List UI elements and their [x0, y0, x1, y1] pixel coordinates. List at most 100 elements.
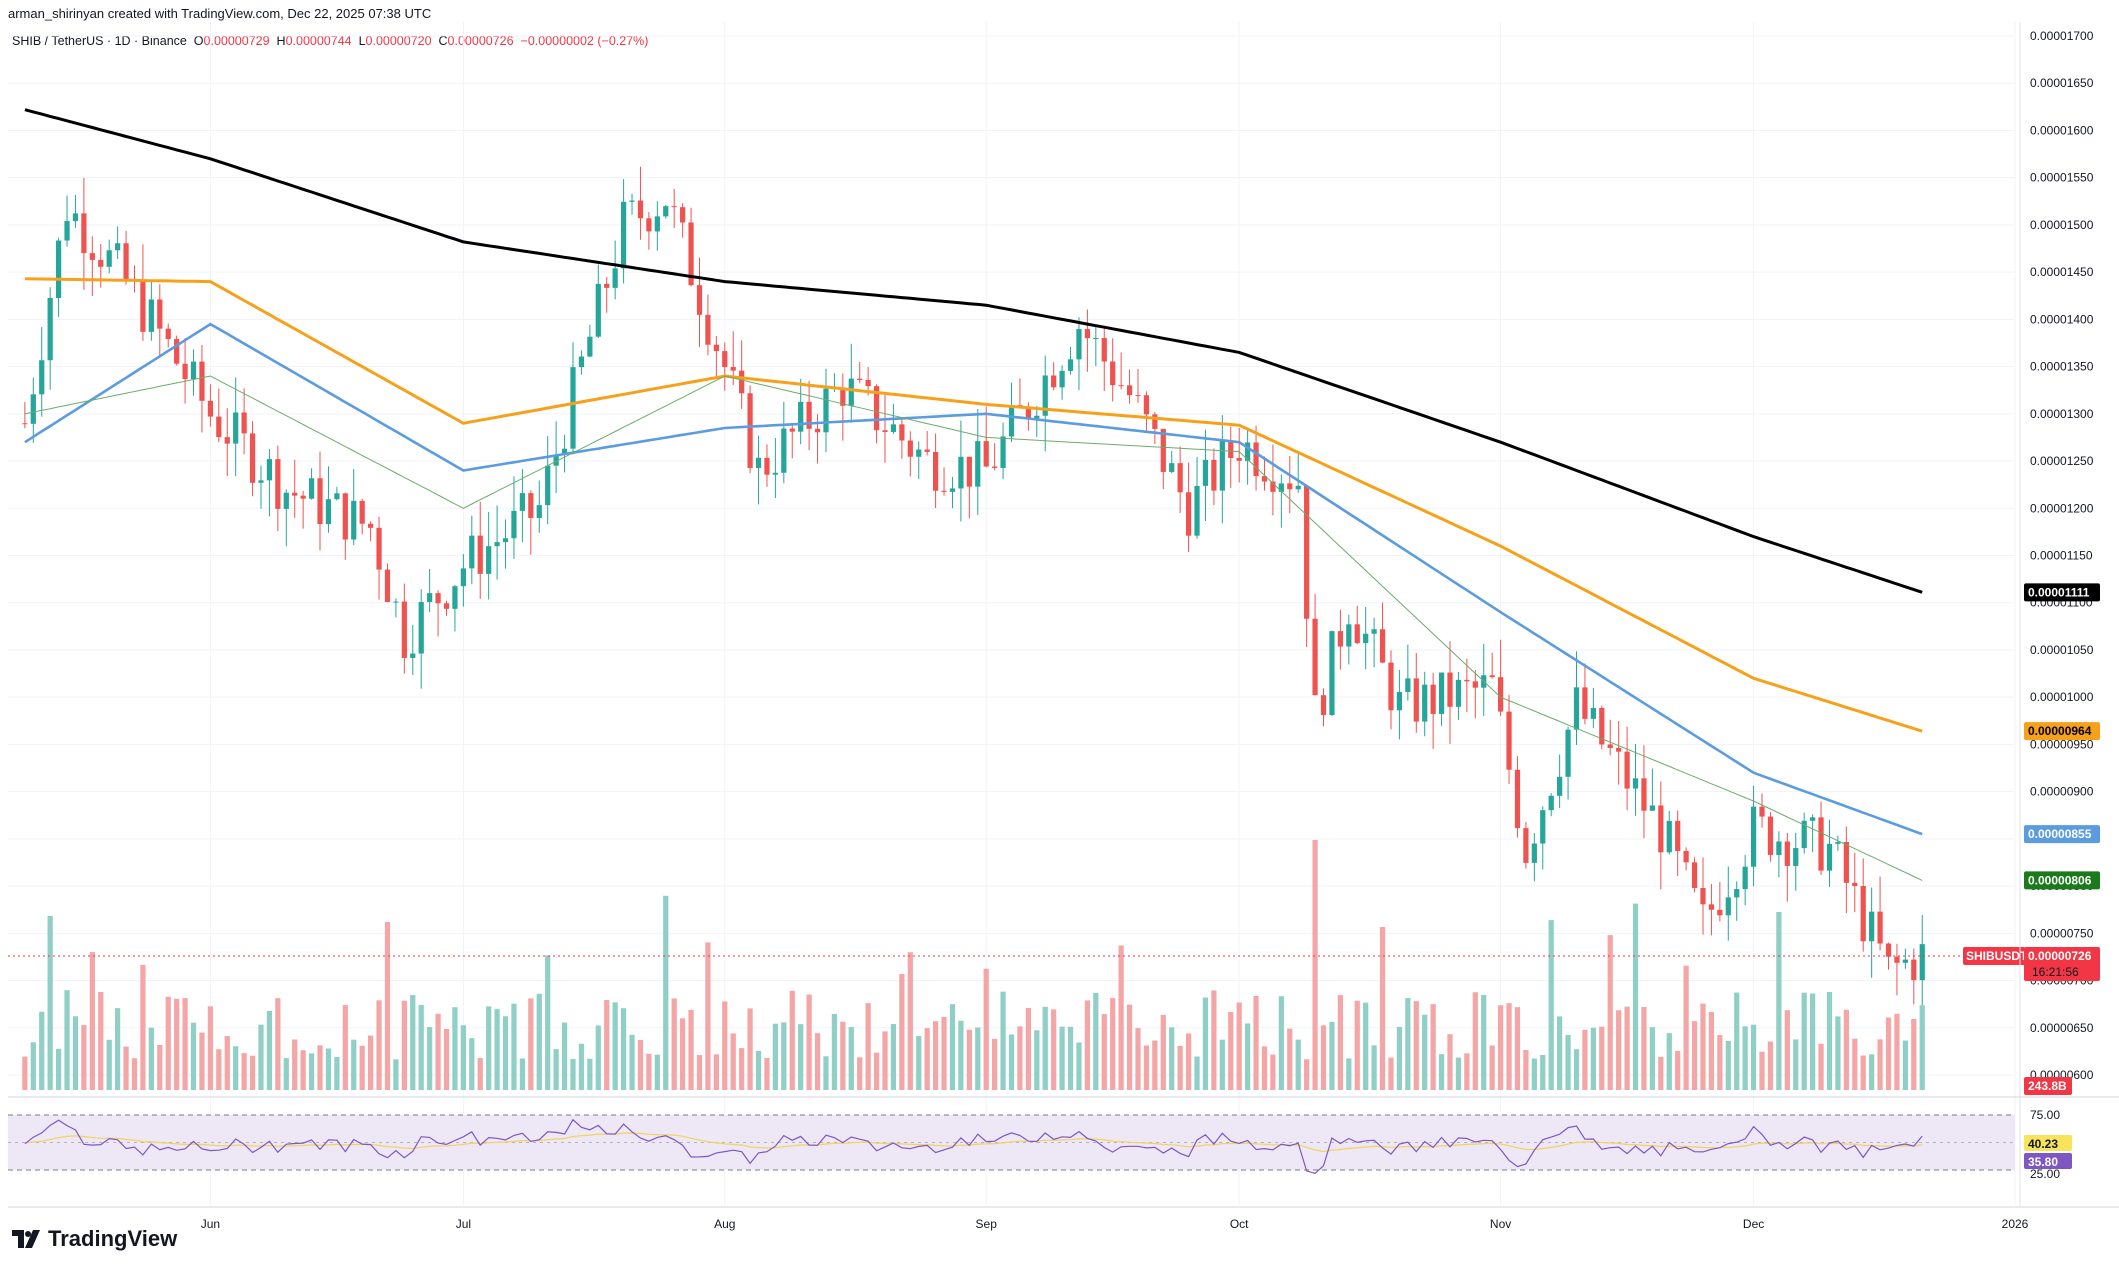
candle-up: [1093, 337, 1099, 339]
y-tick-label: 0.00001300: [2030, 407, 2094, 421]
volume-bar: [1034, 1030, 1040, 1090]
x-tick-label: Nov: [1490, 1217, 1511, 1231]
tradingview-logo[interactable]: TradingView: [12, 1226, 177, 1252]
volume-bar: [528, 998, 534, 1090]
candle-down: [89, 253, 95, 260]
symbol-legend[interactable]: SHIB / TetherUS · 1D · Binance O0.000007…: [12, 34, 648, 48]
candle-down: [604, 283, 610, 288]
candle-up: [460, 568, 466, 587]
candle-down: [1700, 887, 1706, 905]
candle-down: [376, 527, 382, 570]
candle-down: [1312, 618, 1318, 696]
high-label: H: [276, 34, 286, 48]
volume-bar: [1835, 1016, 1841, 1090]
candle-up: [427, 593, 433, 603]
volume-bar: [1573, 1049, 1580, 1090]
volume-bar: [1700, 1003, 1706, 1090]
candle-up: [1793, 848, 1799, 866]
volume-bar: [1202, 997, 1209, 1090]
candle-down: [1641, 778, 1647, 811]
candle-down: [1675, 820, 1681, 852]
volume-bar: [55, 1048, 62, 1090]
candle-up: [1565, 729, 1571, 777]
candle-up: [1632, 778, 1639, 789]
volume-bar: [81, 1025, 87, 1090]
candle-up: [823, 388, 829, 433]
candle-up: [1548, 795, 1554, 811]
candle-up: [545, 465, 551, 506]
volume-bar: [536, 993, 542, 1090]
candle-up: [190, 361, 197, 380]
candle-down: [983, 441, 989, 467]
candle-down: [300, 495, 306, 499]
candle-down: [1464, 679, 1470, 682]
candle-down: [1658, 805, 1664, 853]
volume-bar: [460, 1025, 466, 1090]
y-tick-label: 0.00001600: [2030, 123, 2094, 137]
volume-bar: [1396, 1026, 1403, 1090]
candle-down: [1287, 483, 1293, 490]
volume-bar: [1725, 1041, 1731, 1090]
rsi-value-tag-bg: [2024, 1153, 2072, 1169]
volume-bar: [1481, 995, 1487, 1090]
volume-bar: [72, 1016, 79, 1090]
volume-bar: [1826, 992, 1833, 1090]
volume-bar: [789, 990, 795, 1090]
volume-bar: [781, 1022, 787, 1090]
volume-bar: [115, 1008, 121, 1090]
candle-down: [1447, 672, 1453, 707]
volume-bar: [1101, 1014, 1107, 1090]
candle-down: [637, 200, 644, 219]
candle-down: [224, 437, 230, 444]
candle-down: [814, 428, 821, 433]
rsi-ma-tag-bg: [2024, 1135, 2072, 1151]
candle-down: [840, 387, 846, 406]
volume-bar: [1379, 926, 1386, 1090]
volume-bar: [1472, 992, 1478, 1090]
volume-bar: [1641, 1007, 1647, 1090]
volume-bar: [1067, 1026, 1074, 1090]
volume-bar: [1489, 1045, 1495, 1090]
candle-up: [654, 216, 660, 232]
candle-up: [418, 602, 424, 654]
candle-down: [696, 285, 703, 315]
candle-down: [22, 423, 28, 425]
candle-up: [47, 297, 53, 361]
symbol-name[interactable]: SHIB / TetherUS · 1D · Binance: [12, 34, 187, 48]
candle-down: [199, 361, 205, 401]
y-tick-label: 0.00001350: [2030, 360, 2094, 374]
x-tick-label: Jun: [201, 1217, 220, 1231]
candle-up: [1531, 843, 1537, 863]
candle-up: [115, 243, 121, 251]
volume-bar: [722, 1001, 728, 1090]
candle-up: [511, 510, 517, 539]
volume-bar: [764, 1058, 770, 1090]
candle-up: [1776, 841, 1782, 855]
volume-bar: [604, 1000, 610, 1090]
candle-down: [1337, 631, 1343, 647]
candle-down: [1489, 675, 1495, 678]
candle-up: [848, 378, 854, 406]
volume-bar: [1666, 1033, 1672, 1090]
candle-down: [882, 430, 888, 432]
volume-bar: [949, 1004, 956, 1090]
candle-down: [646, 218, 652, 232]
volume-bar: [570, 1058, 576, 1090]
candle-down: [1025, 406, 1031, 419]
candle-down: [401, 601, 407, 658]
volume-bar: [924, 1028, 930, 1090]
volume-bar: [739, 1048, 745, 1090]
volume-bar: [1143, 1045, 1150, 1090]
candle-up: [30, 394, 36, 424]
ma200-line: [24, 108, 1923, 594]
volume-bar: [1008, 1034, 1015, 1090]
volume-bar: [983, 968, 989, 1090]
rsi-ma-tag: 40.23: [2028, 1137, 2058, 1151]
volume-bar: [30, 1042, 36, 1090]
candle-up: [1902, 959, 1908, 963]
candle-up: [410, 653, 416, 658]
volume-bar: [1818, 1043, 1824, 1090]
change-value: −0.00000002 (−0.27%): [520, 34, 649, 48]
candle-down: [730, 367, 736, 371]
